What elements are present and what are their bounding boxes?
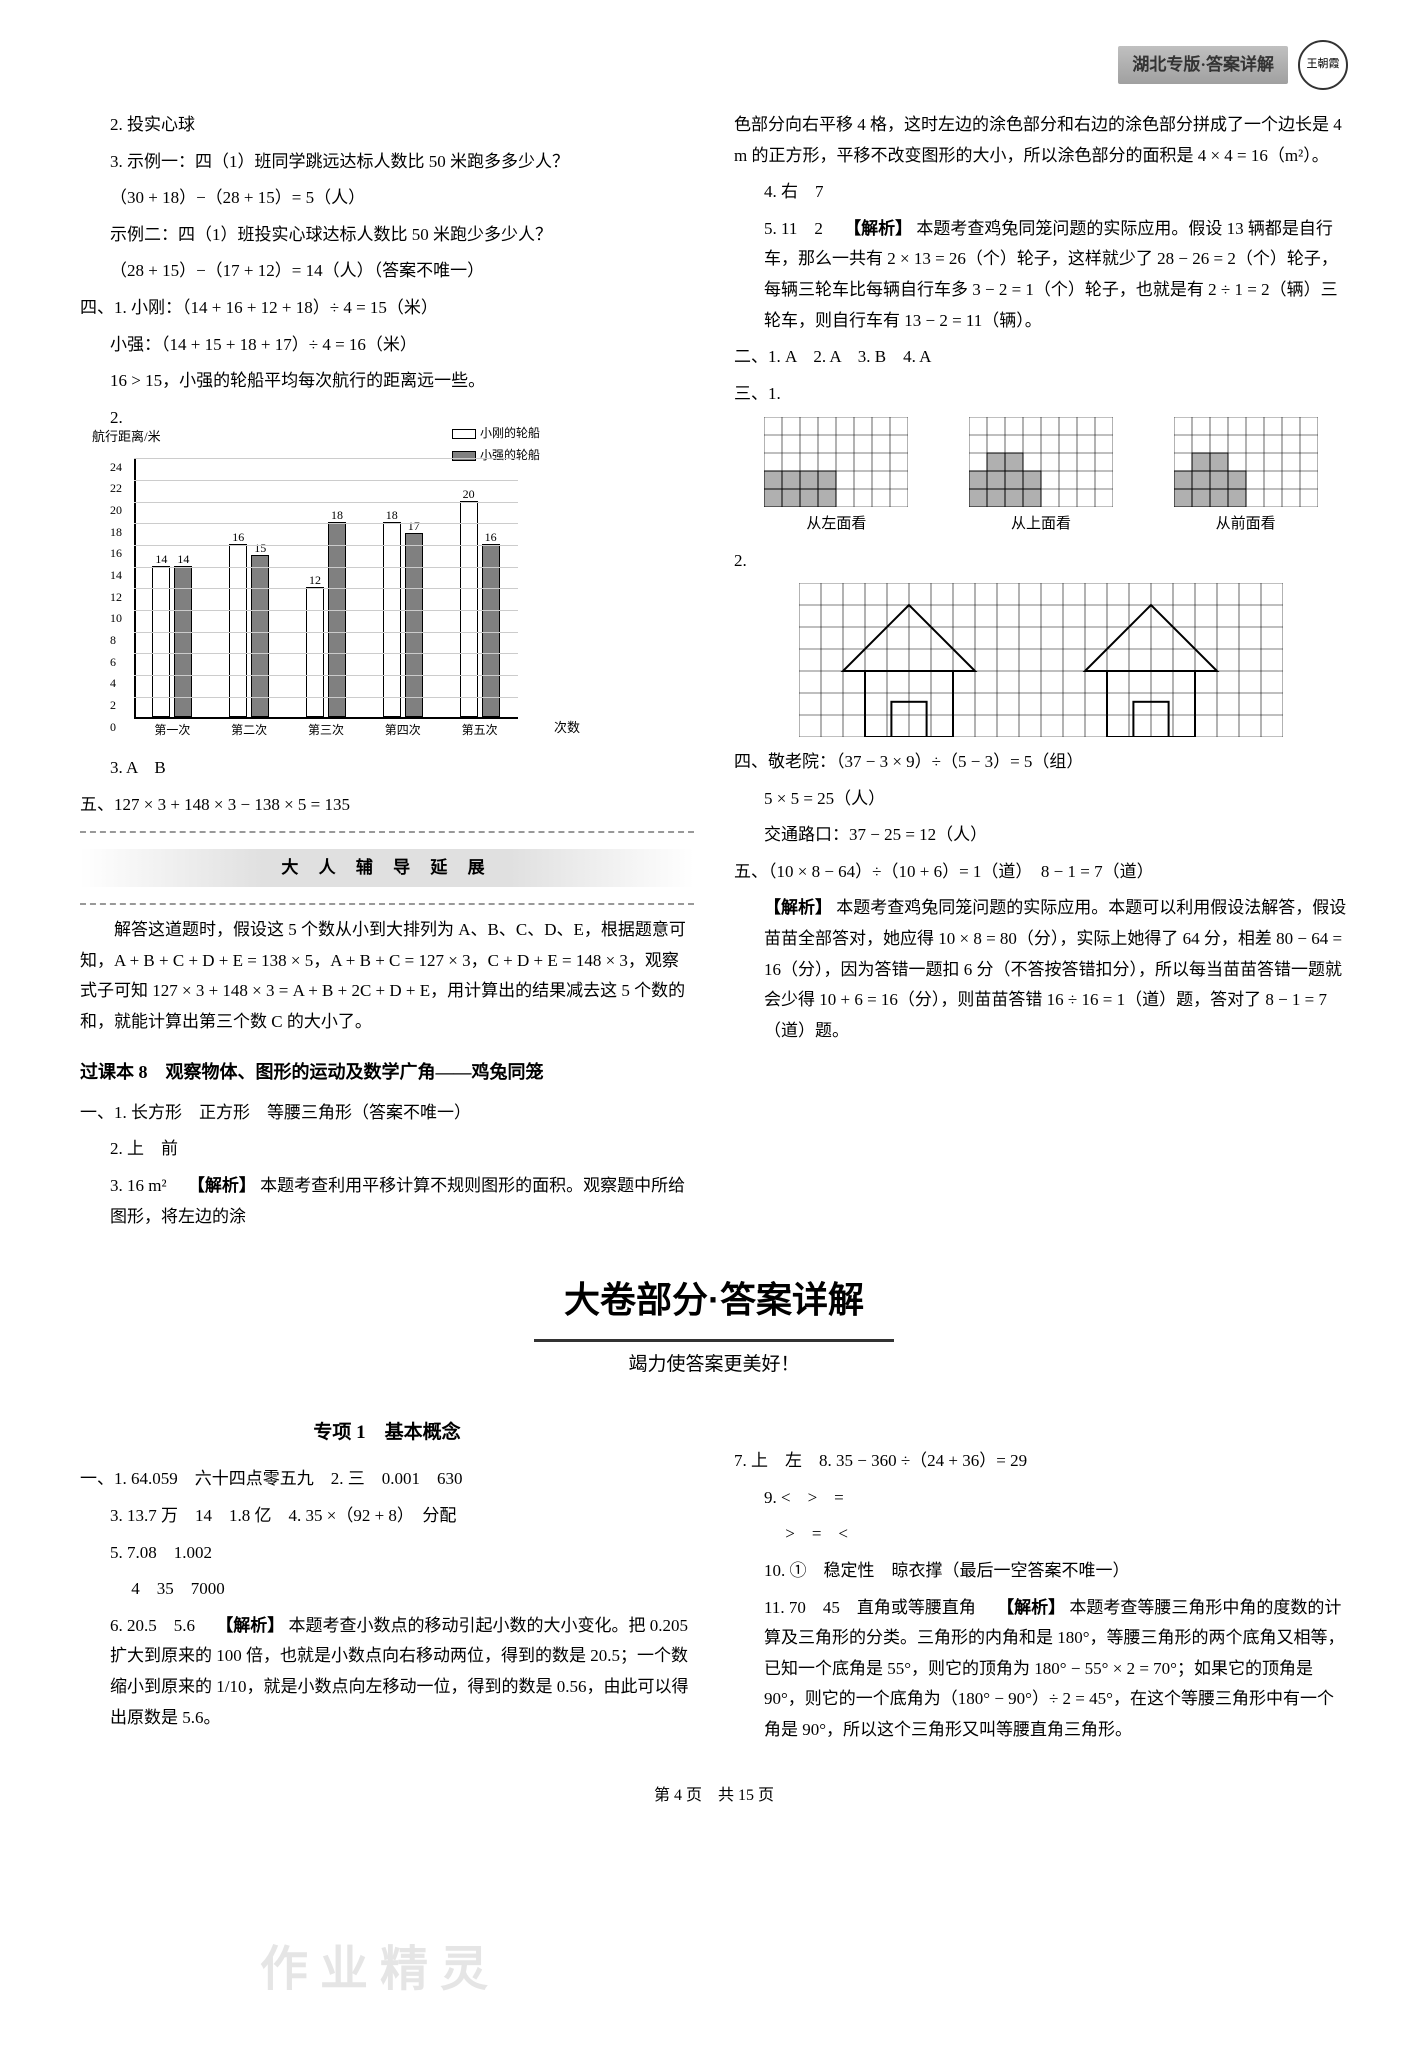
guidance-text: 解答这道题时，假设这 5 个数从小到大排列为 A、B、C、D、E，根据题意可知，… (80, 915, 694, 1037)
bottom-left-column: 专项 1 基本概念 一、1. 64.059 六十四点零五九 2. 三 0.001… (80, 1402, 694, 1751)
text-line: 三、1. (734, 379, 1348, 410)
view-top: 从上面看 (969, 417, 1113, 538)
text-line: 7. 上 左 8. 35 − 360 ÷（24 + 36）= 29 (734, 1446, 1348, 1477)
houses-diagram (799, 583, 1283, 737)
text-line: 4 35 7000 (80, 1574, 694, 1605)
view-caption: 从前面看 (1174, 511, 1318, 538)
view-front: 从前面看 (1174, 417, 1318, 538)
text-line: 一、1. 长方形 正方形 等腰三角形（答案不唯一） (80, 1098, 694, 1129)
text-line: 二、1. A 2. A 3. B 4. A (734, 342, 1348, 373)
text-line: 16 > 15，小强的轮船平均每次航行的距离远一些。 (80, 366, 694, 397)
analysis-label: 【解析】 (997, 1598, 1065, 1617)
text-line: 四、敬老院：（37 − 3 × 9）÷（5 − 3）= 5（组） (734, 747, 1348, 778)
text-line: 【解析】 本题考查鸡兔同笼问题的实际应用。本题可以利用假设法解答，假设苗苗全部答… (734, 893, 1348, 1046)
text: 3. 16 m² (110, 1176, 184, 1195)
text-line: 4. 右 7 (734, 177, 1348, 208)
text-line: 3. 示例一：四（1）班同学跳远达标人数比 50 米跑多多少人？ (80, 147, 694, 178)
text-line: 五、（10 × 8 − 64）÷（10 + 6）= 1（道） 8 − 1 = 7… (734, 857, 1348, 888)
text-line: 3. 13.7 万 14 1.8 亿 4. 35 ×（92 + 8） 分配 (80, 1501, 694, 1532)
text-line: 示例二：四（1）班投实心球达标人数比 50 米跑少多少人？ (80, 220, 694, 251)
text-line: 2. 上 前 (80, 1134, 694, 1165)
view-caption: 从上面看 (969, 511, 1113, 538)
analysis-label: 【解析】 (216, 1616, 284, 1635)
right-column: 色部分向右平移 4 格，这时左边的涂色部分和右边的涂色部分拼成了一个边长是 4 … (734, 110, 1348, 1238)
text-line: （30 + 18）−（28 + 15）= 5（人） (80, 183, 694, 214)
text-line: 5. 11 2 【解析】 本题考查鸡兔同笼问题的实际应用。假设 13 辆都是自行… (734, 214, 1348, 336)
grid-diagram (969, 417, 1113, 507)
text-line: 四、1. 小刚：（14 + 16 + 12 + 18）÷ 4 = 15（米） (80, 293, 694, 324)
text-line: 五、127 × 3 + 148 × 3 − 138 × 5 = 135 (80, 790, 694, 821)
text-line: 11. 70 45 直角或等腰直角 【解析】 本题考查等腰三角形中角的度数的计算… (734, 1593, 1348, 1746)
views-row: 从左面看 从上面看 从前面看 (734, 417, 1348, 538)
grid-diagram (764, 417, 908, 507)
text: 本题考查鸡兔同笼问题的实际应用。本题可以利用假设法解答，假设苗苗全部答对，她应得… (764, 898, 1346, 1039)
guidance-banner: 大 人 辅 导 延 展 (80, 849, 694, 888)
analysis-label: 【解析】 (188, 1176, 256, 1195)
topic-title: 专项 1 基本概念 (80, 1416, 694, 1450)
text-line: 3. A B (80, 753, 694, 784)
divider (80, 903, 694, 905)
chart-plot-area: 14141615121818172016 (134, 459, 518, 719)
text-line: 一、1. 64.059 六十四点零五九 2. 三 0.001 630 (80, 1464, 694, 1495)
text-line: 小强：（14 + 15 + 18 + 17）÷ 4 = 16（米） (80, 330, 694, 361)
text: 6. 20.5 5.6 (110, 1616, 212, 1635)
grid-diagram (1174, 417, 1318, 507)
analysis-label: 【解析】 (844, 219, 912, 238)
text-line: 交通路口：37 − 25 = 12（人） (734, 820, 1348, 851)
view-left: 从左面看 (764, 417, 908, 538)
text-line: 3. 16 m² 【解析】 本题考查利用平移计算不规则图形的面积。观察题中所给图… (80, 1171, 694, 1232)
watermark: 作 业 精 灵 (260, 1927, 488, 2013)
header-logo: 王朝霞 (1298, 40, 1348, 90)
big-title-wrap: 大卷部分·答案详解 (80, 1238, 1348, 1348)
text-line: 5 × 5 = 25（人） (734, 784, 1348, 815)
lesson-title: 过课本 8 观察物体、图形的运动及数学广角——鸡兔同笼 (80, 1056, 694, 1088)
text-line: 10. ① 稳定性 晾衣撑（最后一空答案不唯一） (734, 1556, 1348, 1587)
text-line: 9. < > = (734, 1483, 1348, 1514)
page-header: 湖北专版·答案详解 王朝霞 (80, 40, 1348, 90)
bottom-right-column: 7. 上 左 8. 35 − 360 ÷（24 + 36）= 29 9. < >… (734, 1402, 1348, 1751)
divider (80, 831, 694, 833)
legend-label: 小刚的轮船 (480, 423, 540, 445)
text-line: 6. 20.5 5.6 【解析】 本题考查小数点的移动引起小数的大小变化。把 0… (80, 1611, 694, 1733)
view-caption: 从左面看 (764, 511, 908, 538)
text-line: 5. 7.08 1.002 (80, 1538, 694, 1569)
text-line: 2. (80, 403, 694, 434)
text-line: > = < (734, 1519, 1348, 1550)
legend-swatch (452, 429, 476, 439)
text-line: 2. (734, 546, 1348, 577)
header-banner: 湖北专版·答案详解 (1118, 46, 1288, 85)
bar-chart: 航行距离/米 次数 小刚的轮船 小强的轮船 141416151218181720… (100, 443, 540, 743)
text-line: 2. 投实心球 (80, 110, 694, 141)
bottom-columns: 专项 1 基本概念 一、1. 64.059 六十四点零五九 2. 三 0.001… (80, 1402, 1348, 1751)
text-line: 色部分向右平移 4 格，这时左边的涂色部分和右边的涂色部分拼成了一个边长是 4 … (734, 110, 1348, 171)
text: 本题考查等腰三角形中角的度数的计算及三角形的分类。三角形的内角和是 180°，等… (764, 1598, 1345, 1739)
text-line: （28 + 15）−（17 + 12）= 14（人）（答案不唯一） (80, 256, 694, 287)
top-columns: 2. 投实心球 3. 示例一：四（1）班同学跳远达标人数比 50 米跑多多少人？… (80, 110, 1348, 1238)
big-section-title: 大卷部分·答案详解 (534, 1268, 894, 1342)
text: 11. 70 45 直角或等腰直角 (764, 1598, 993, 1617)
text: 5. 11 2 (764, 219, 840, 238)
big-section-subtitle: 竭力使答案更美好！ (80, 1348, 1348, 1382)
analysis-label: 【解析】 (764, 898, 832, 917)
page-footer: 第 4 页 共 15 页 (80, 1782, 1348, 1811)
chart-xlabel: 次数 (554, 716, 580, 739)
left-column: 2. 投实心球 3. 示例一：四（1）班同学跳远达标人数比 50 米跑多多少人？… (80, 110, 694, 1238)
chart-ylabel: 航行距离/米 (92, 425, 161, 448)
